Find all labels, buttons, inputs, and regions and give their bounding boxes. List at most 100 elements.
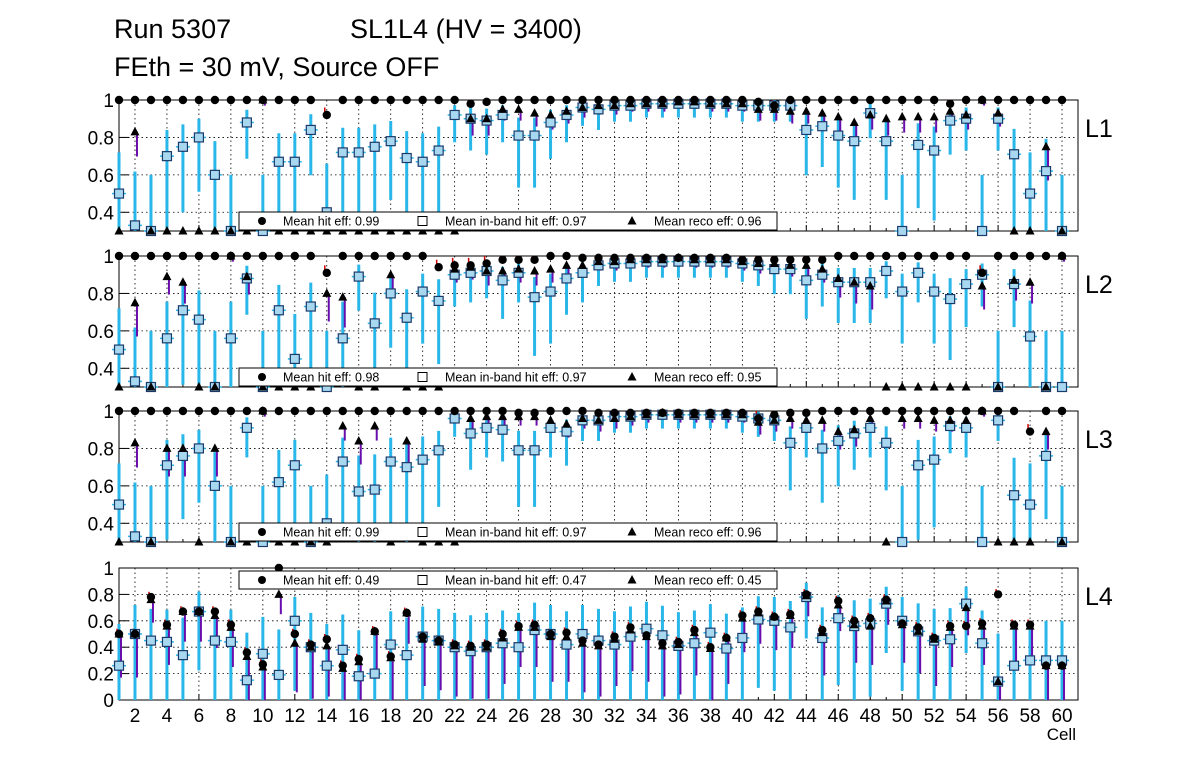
hit-marker (722, 633, 731, 643)
hit-marker (897, 406, 907, 416)
inband-marker (497, 275, 508, 286)
y-tick-label: 0.6 (88, 322, 114, 343)
hit-marker (226, 95, 236, 105)
reco-marker (881, 382, 891, 391)
hit-marker (194, 95, 204, 105)
reco-marker (370, 420, 380, 430)
hit-marker (130, 251, 140, 261)
y-tick-label: 0.4 (88, 203, 115, 224)
legend-hit-marker (258, 576, 266, 584)
reco-marker (993, 676, 1003, 686)
legend-inband-marker (417, 372, 428, 382)
hit-marker (913, 251, 923, 261)
reco-marker (402, 435, 412, 445)
hit-marker (482, 640, 491, 649)
hit-marker (834, 406, 843, 416)
hit-marker (738, 408, 747, 418)
reco-marker (562, 419, 572, 428)
hit-marker (897, 619, 907, 628)
inband-marker (209, 480, 220, 491)
hit-marker (466, 99, 475, 108)
inband-marker (561, 426, 572, 437)
inband-marker (177, 650, 189, 661)
reco-marker (609, 413, 619, 422)
reco-marker (961, 109, 971, 119)
inband-marker (401, 650, 412, 661)
hit-marker (546, 406, 555, 416)
hit-marker (945, 99, 955, 108)
hit-marker (290, 251, 300, 261)
hit-marker (370, 627, 379, 636)
hit-marker (178, 406, 188, 416)
reco-marker (578, 102, 588, 111)
hit-marker (866, 95, 875, 105)
inband-marker (289, 615, 300, 626)
hit-marker (434, 406, 443, 416)
reco-marker (210, 443, 220, 452)
legend-inband-label: Mean in-band hit eff: 0.97 (445, 371, 587, 385)
hit-marker (834, 95, 843, 105)
reco-marker (913, 111, 923, 121)
hit-marker (498, 406, 507, 416)
legend-hit-marker (258, 528, 266, 536)
y-tick-label: 0 (103, 691, 114, 712)
hit-marker (434, 636, 443, 645)
hit-marker (658, 253, 667, 263)
inband-marker (1024, 331, 1036, 342)
inband-marker (193, 314, 205, 325)
hit-marker (450, 261, 459, 270)
hit-marker (786, 255, 795, 264)
inband-marker (353, 147, 364, 158)
hit-marker (690, 253, 699, 263)
hit-marker (258, 660, 268, 669)
reco-marker (162, 226, 172, 235)
inband-marker (401, 312, 412, 323)
x-tick-label: 46 (828, 706, 849, 727)
reco-marker (993, 537, 1003, 546)
layer-label: L3 (1085, 426, 1113, 454)
hit-marker (977, 406, 987, 416)
hit-marker (466, 641, 475, 651)
hit-marker (322, 268, 331, 278)
reco-marker (849, 424, 859, 434)
hit-marker (626, 95, 635, 105)
hit-marker (530, 408, 539, 418)
hit-marker (642, 408, 651, 418)
inband-marker (433, 445, 444, 456)
hit-marker (226, 620, 236, 629)
inband-marker (737, 632, 748, 644)
reco-marker (865, 413, 875, 422)
inband-marker (177, 305, 189, 316)
hit-marker (850, 95, 859, 105)
hit-marker (706, 95, 715, 105)
hit-marker (770, 410, 779, 419)
legend-reco-label: Mean reco eff: 0.96 (654, 526, 762, 540)
reco-marker (913, 413, 923, 422)
y-tick-label: 0.6 (88, 612, 114, 633)
reco-marker (578, 260, 588, 269)
hit-marker (242, 95, 252, 105)
reco-marker (849, 277, 859, 286)
hit-marker (402, 406, 411, 416)
reco-marker (162, 443, 172, 452)
y-tick-label: 1 (103, 91, 114, 112)
hit-marker (722, 408, 731, 418)
hit-marker (210, 607, 220, 616)
x-tick-label: 34 (636, 706, 658, 727)
hit-marker (834, 251, 843, 261)
reco-marker (1009, 537, 1019, 546)
hit-marker (674, 95, 683, 105)
hit-marker (658, 408, 667, 418)
reco-marker (578, 413, 588, 422)
hit-marker (242, 406, 252, 416)
hit-marker (402, 251, 411, 261)
reco-marker (114, 537, 124, 546)
y-tick-label: 0.8 (88, 585, 114, 606)
hit-marker (242, 648, 252, 657)
hit-marker (178, 607, 188, 616)
hit-marker (578, 406, 587, 416)
hit-marker (306, 640, 315, 649)
inband-marker (273, 477, 284, 488)
inband-marker (401, 462, 412, 473)
x-tick-label: 48 (860, 706, 881, 727)
